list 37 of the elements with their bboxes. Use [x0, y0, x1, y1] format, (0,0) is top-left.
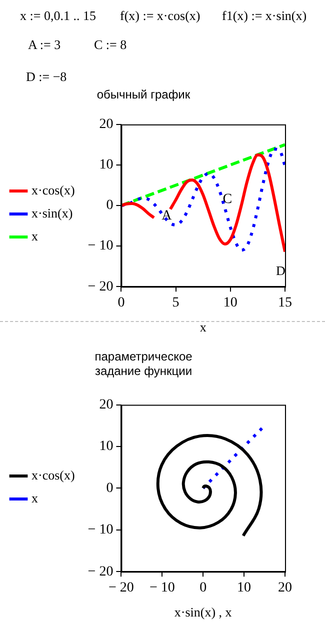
- text: C := 8: [94, 37, 127, 53]
- y-tick-label: 0: [106, 480, 114, 496]
- x-tick-label: 15: [278, 296, 292, 311]
- text: D := −8: [26, 69, 67, 85]
- legend-label: x·cos(x): [32, 182, 75, 198]
- legend-label: x·sin(x): [32, 205, 73, 220]
- annotation: D: [276, 263, 286, 279]
- x-tick-label: 5: [172, 296, 180, 311]
- y-tick-label: 20: [99, 397, 114, 412]
- chart-title: обычный график: [96, 88, 191, 102]
- annotation: C: [222, 192, 232, 208]
- text: f(x) := x·cos(x): [120, 8, 200, 24]
- text: x := 0,0.1 .. 15: [20, 8, 96, 24]
- y-tick-label: − 20: [88, 564, 114, 580]
- y-tick-label: 10: [99, 439, 114, 454]
- y-tick-label: 0: [106, 198, 114, 214]
- y-tick-label: − 10: [88, 238, 114, 254]
- text: f1(x) := x·sin(x): [222, 8, 307, 24]
- legend-label: x: [32, 490, 38, 506]
- x-tick-label: − 10: [149, 580, 175, 596]
- chart-title: параметрическое задание функции: [94, 350, 193, 378]
- y-tick-label: 20: [99, 117, 114, 132]
- x-tick-label: 10: [223, 296, 238, 311]
- x-axis-title: x·sin(x) , x: [174, 604, 232, 620]
- legend-label: x: [32, 228, 38, 244]
- annotation: A: [162, 208, 173, 224]
- x-tick-label: 20: [278, 580, 292, 596]
- x-tick-label: 0: [200, 580, 207, 596]
- y-tick-label: − 20: [88, 279, 114, 294]
- x-tick-label: 10: [237, 580, 252, 596]
- line-series: [156, 434, 263, 538]
- text: A := 3: [28, 37, 61, 53]
- x-tick-label: 0: [118, 296, 125, 311]
- y-tick-label: − 10: [88, 522, 114, 538]
- x-axis-title: x: [200, 320, 207, 335]
- y-tick-label: 10: [99, 158, 114, 173]
- legend-label: x·cos(x): [32, 467, 75, 482]
